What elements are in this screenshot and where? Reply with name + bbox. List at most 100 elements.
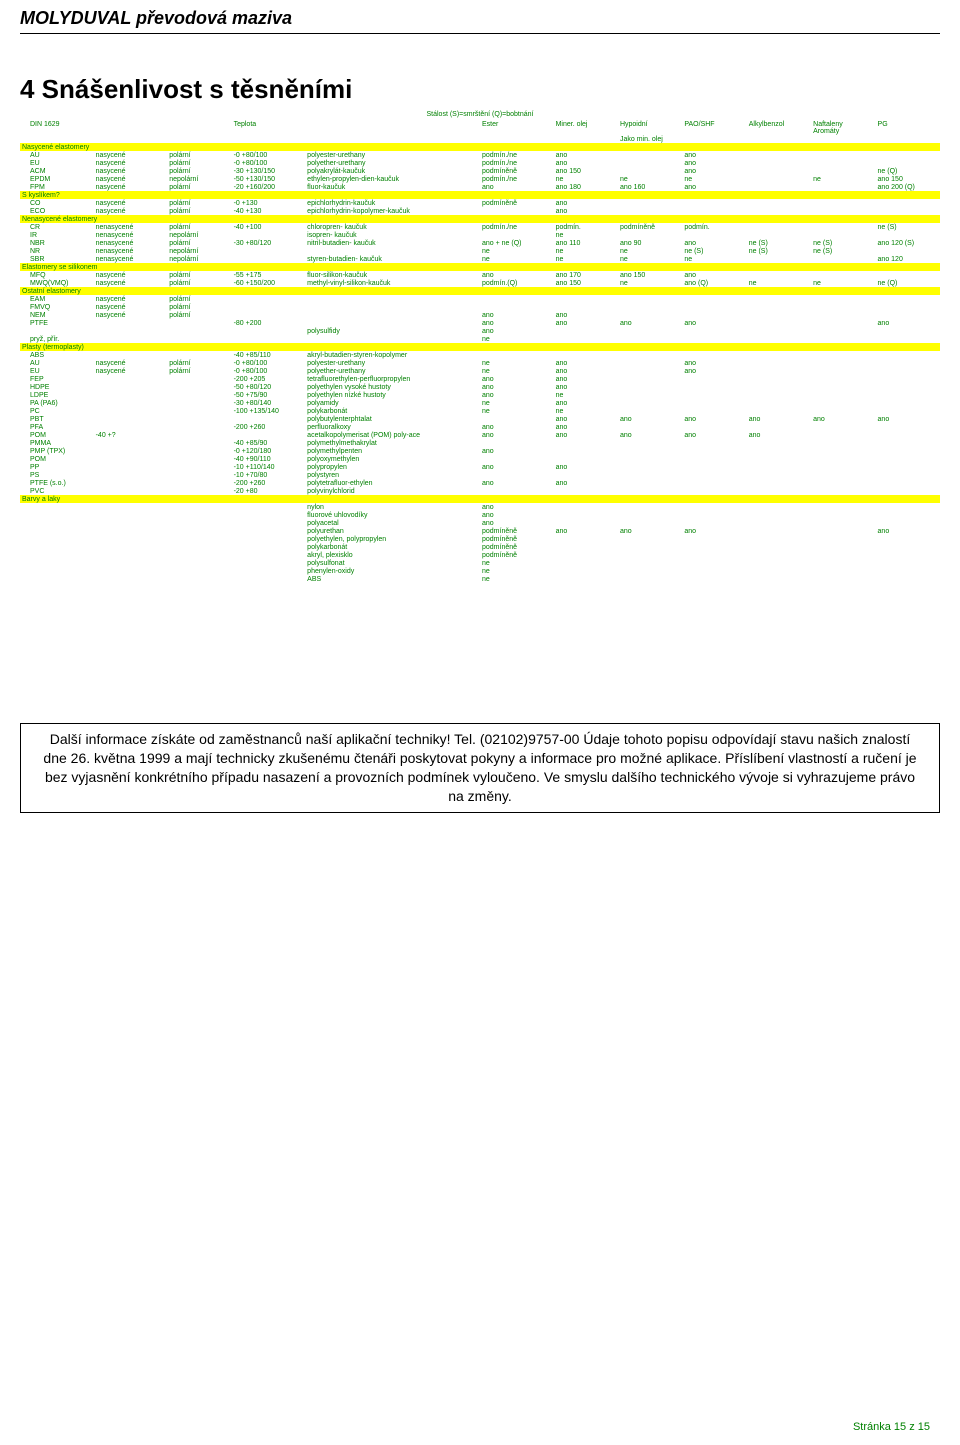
table-cell xyxy=(480,487,554,495)
table-cell: NR xyxy=(20,247,94,255)
table-cell: ano xyxy=(682,319,746,327)
table-cell xyxy=(167,479,231,487)
table-cell: polyester-urethany xyxy=(305,359,480,367)
section-title: 4 Snášenlivost s těsněními xyxy=(0,74,960,111)
table-cell xyxy=(876,335,940,343)
table-cell: polyethylen nízké hustoty xyxy=(305,391,480,399)
table-cell xyxy=(305,295,480,303)
table-cell: -40 +85/110 xyxy=(232,351,306,359)
table-cell xyxy=(232,415,306,423)
table-cell xyxy=(618,207,682,215)
table-cell: nasycené xyxy=(94,311,168,319)
page-header: MOLYDUVAL převodová maziva xyxy=(0,0,960,33)
table-cell xyxy=(480,439,554,447)
table-cell xyxy=(682,327,746,335)
table-cell: FPM xyxy=(20,183,94,191)
table-cell xyxy=(876,511,940,519)
table-cell xyxy=(811,519,875,527)
table-cell: nasycené xyxy=(94,303,168,311)
table-cell: ano 180 xyxy=(554,183,618,191)
group-label: Nasycené elastomery xyxy=(20,143,940,151)
table-cell: ne xyxy=(811,175,875,183)
table-cell xyxy=(167,575,231,583)
table-cell xyxy=(811,551,875,559)
table-cell xyxy=(682,311,746,319)
column-header: Miner. olej xyxy=(554,120,618,135)
table-row: FEP-200 +205tetrafluorethylen-perfluorpr… xyxy=(20,375,940,383)
table-cell xyxy=(811,479,875,487)
table-cell: -40 +85/90 xyxy=(232,439,306,447)
table-cell xyxy=(554,439,618,447)
table-cell xyxy=(682,455,746,463)
table-cell: ano 110 xyxy=(554,239,618,247)
table-row: SBRnenasycenénepolárnístyren-butadien- k… xyxy=(20,255,940,263)
table-row: NEMnasycenépolárníanoano xyxy=(20,311,940,319)
table-row: PA (PA6)-30 +80/140polyamidyneano xyxy=(20,399,940,407)
table-cell: polární xyxy=(167,279,231,287)
table-row: polyethylen, polypropylenpodmíněně xyxy=(20,535,940,543)
table-cell: ano 120 (S) xyxy=(876,239,940,247)
table-row: POM-40 +?acetalkopolymerisat (POM) poly-… xyxy=(20,431,940,439)
table-cell xyxy=(480,351,554,359)
table-cell xyxy=(618,423,682,431)
table-cell: SBR xyxy=(20,255,94,263)
table-row: EUnasycenépolární-0 +80/100polyether-ure… xyxy=(20,367,940,375)
table-cell xyxy=(747,367,811,375)
table-cell xyxy=(94,471,168,479)
group-header-row: Nenasycené elastomery xyxy=(20,215,940,223)
column-subheader xyxy=(94,135,168,143)
table-cell: ne xyxy=(554,407,618,415)
column-subheader xyxy=(876,135,940,143)
column-subheader xyxy=(232,135,306,143)
table-cell: ne xyxy=(682,255,746,263)
table-cell: PC xyxy=(20,407,94,415)
table-cell xyxy=(94,479,168,487)
table-cell: polyester-urethany xyxy=(305,151,480,159)
table-cell: EAM xyxy=(20,295,94,303)
table-cell: nasycené xyxy=(94,151,168,159)
table-row: polyurethanpodmíněněanoanoanoano xyxy=(20,527,940,535)
table-row: polysulfidyano xyxy=(20,327,940,335)
table-cell: ano xyxy=(682,159,746,167)
table-cell xyxy=(618,199,682,207)
table-cell: epichlorhydrin-kaučuk xyxy=(305,199,480,207)
table-cell: ne xyxy=(480,407,554,415)
column-header: Teplota xyxy=(232,120,306,135)
table-cell xyxy=(94,335,168,343)
header-rule xyxy=(20,33,940,34)
table-cell: ne xyxy=(480,559,554,567)
table-cell: FEP xyxy=(20,375,94,383)
table-cell: ano xyxy=(480,511,554,519)
table-cell: ne xyxy=(480,359,554,367)
table-cell: ano xyxy=(554,423,618,431)
table-cell xyxy=(747,479,811,487)
table-row: MFQnasycenépolární-55 +175fluor-silikon-… xyxy=(20,271,940,279)
table-cell xyxy=(167,447,231,455)
table-cell: ano xyxy=(682,431,746,439)
table-cell: isopren- kaučuk xyxy=(305,231,480,239)
table-cell xyxy=(167,439,231,447)
table-cell xyxy=(167,567,231,575)
table-cell xyxy=(747,351,811,359)
table-cell: ano xyxy=(480,423,554,431)
table-cell xyxy=(747,167,811,175)
table-cell: ano xyxy=(554,319,618,327)
table-cell xyxy=(876,159,940,167)
table-cell xyxy=(480,415,554,423)
table-cell xyxy=(747,559,811,567)
table-cell xyxy=(94,551,168,559)
table-cell: polyethylen, polypropylen xyxy=(305,535,480,543)
table-cell: nasycené xyxy=(94,167,168,175)
table-cell xyxy=(167,399,231,407)
table-cell xyxy=(811,447,875,455)
table-cell: acetalkopolymerisat (POM) poly-ace xyxy=(305,431,480,439)
table-cell xyxy=(876,271,940,279)
table-cell xyxy=(747,383,811,391)
table-cell: ECO xyxy=(20,207,94,215)
table-cell: -0 +80/100 xyxy=(232,159,306,167)
table-cell xyxy=(554,543,618,551)
table-cell xyxy=(20,535,94,543)
table-row: LDPE-50 +75/90polyethylen nízké hustotya… xyxy=(20,391,940,399)
table-row: nylonano xyxy=(20,503,940,511)
table-cell xyxy=(682,383,746,391)
